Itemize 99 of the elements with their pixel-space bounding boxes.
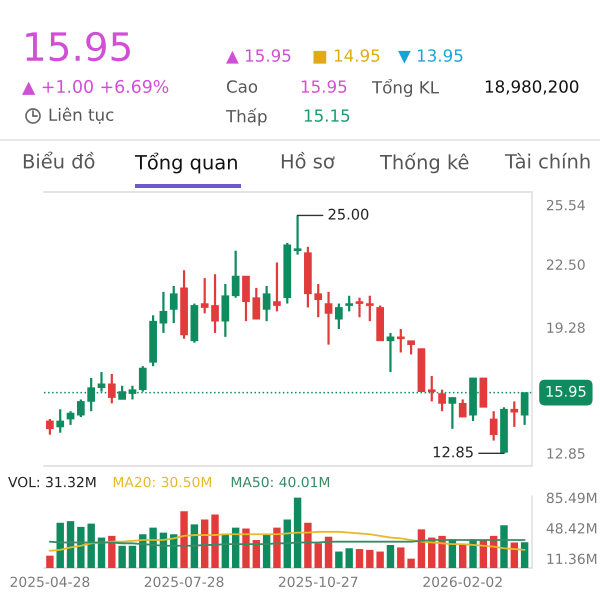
bar [356,549,364,568]
candlestick [211,273,219,334]
annotation: 25.00 [328,208,368,220]
ref-line-label: 15.95 [546,386,586,397]
bar [335,552,343,568]
text: Tổng KL [372,79,439,97]
x-tick-label: 2025-07-28 [144,576,224,588]
annotation: 12.85 [434,446,473,458]
bar [324,536,332,568]
candlestick [66,410,74,426]
x-tick-label: 2025-10-27 [278,576,358,588]
bar [386,544,394,568]
text: ▲ 15.95 [226,49,290,64]
bar [314,543,322,568]
x-tick-label: 2025-04-28 [10,576,90,588]
candlestick [396,328,405,354]
bar [294,498,302,568]
x-tick-label: 2026-02-02 [423,576,502,588]
bar [304,522,312,568]
bar [77,526,85,568]
candlestick [77,398,85,418]
bar [128,546,136,568]
candlestick [448,396,456,430]
bar [200,519,208,568]
bar [510,542,518,568]
text: ▲ +1.00 +6.69% [22,80,168,95]
bar [46,556,54,568]
line-series [48,530,526,552]
text: MA20: 30.50M [114,476,212,488]
y-tick-label: 22.50 [546,259,585,270]
bar [118,546,126,568]
bar [262,534,270,568]
text: VOL: 31.32M [8,476,96,488]
bar [232,528,240,568]
text: ■ 14.95 [314,49,380,64]
bar [180,511,188,568]
candlestick [324,290,332,346]
text: Tài chính [504,152,590,169]
candlestick [294,214,302,256]
bar [376,552,384,568]
text: Hồ sơ [282,152,335,169]
candlestick [46,418,54,436]
bar [345,548,353,568]
bar [56,522,64,568]
text: 18,980,200 [486,80,578,95]
candlestick [510,400,518,428]
candlestick [108,372,116,404]
text: Tổng quan [134,152,237,174]
candlestick [273,261,281,312]
bar [222,533,230,568]
candlestick [232,250,240,299]
y-tick-label: 48.42M [546,523,596,534]
y-tick-label: 19.28 [547,322,585,333]
y-tick-label: 11.36M [547,554,596,564]
candlestick [170,284,178,324]
text: Thống kê [380,152,468,174]
candlestick [366,294,374,322]
candlestick [252,286,260,320]
bar [66,521,74,568]
candlestick [56,408,64,434]
y-tick-label: 12.85 [547,448,584,459]
candlestick [438,388,446,412]
candlestick [490,410,498,442]
bar [108,536,116,568]
bar [407,558,415,568]
bar [273,528,281,568]
candlestick [356,296,364,318]
bar [252,540,260,568]
candlestick [314,282,322,318]
candlestick [407,340,415,356]
text: Thấp [226,108,267,126]
candlestick [335,302,343,330]
text: MA50: 40.01M [232,476,330,488]
bar [480,540,488,568]
candlestick [428,374,436,403]
text: Cao [226,80,258,93]
text: 15.95 [302,80,346,93]
candlestick [262,284,270,322]
candlestick [345,294,354,312]
bar [520,542,528,568]
candlestick [200,277,209,314]
candlestick [386,332,394,374]
text: 15.15 [304,109,350,122]
bar [458,544,466,568]
bar [284,519,291,568]
bar [87,524,95,568]
text: Biểu đồ [24,152,94,169]
y-tick-label: 85.49M [546,492,596,504]
bar [366,550,374,568]
bar [149,528,157,568]
bar [418,529,426,568]
candlestick [458,398,467,418]
text: 15.95 [26,32,130,62]
bar [190,524,198,568]
candlestick [160,290,168,334]
y-tick-label: 25.54 [546,200,585,210]
text: ▼ 13.95 [398,49,462,64]
bar [397,547,404,568]
text: Liên tục [50,107,114,124]
